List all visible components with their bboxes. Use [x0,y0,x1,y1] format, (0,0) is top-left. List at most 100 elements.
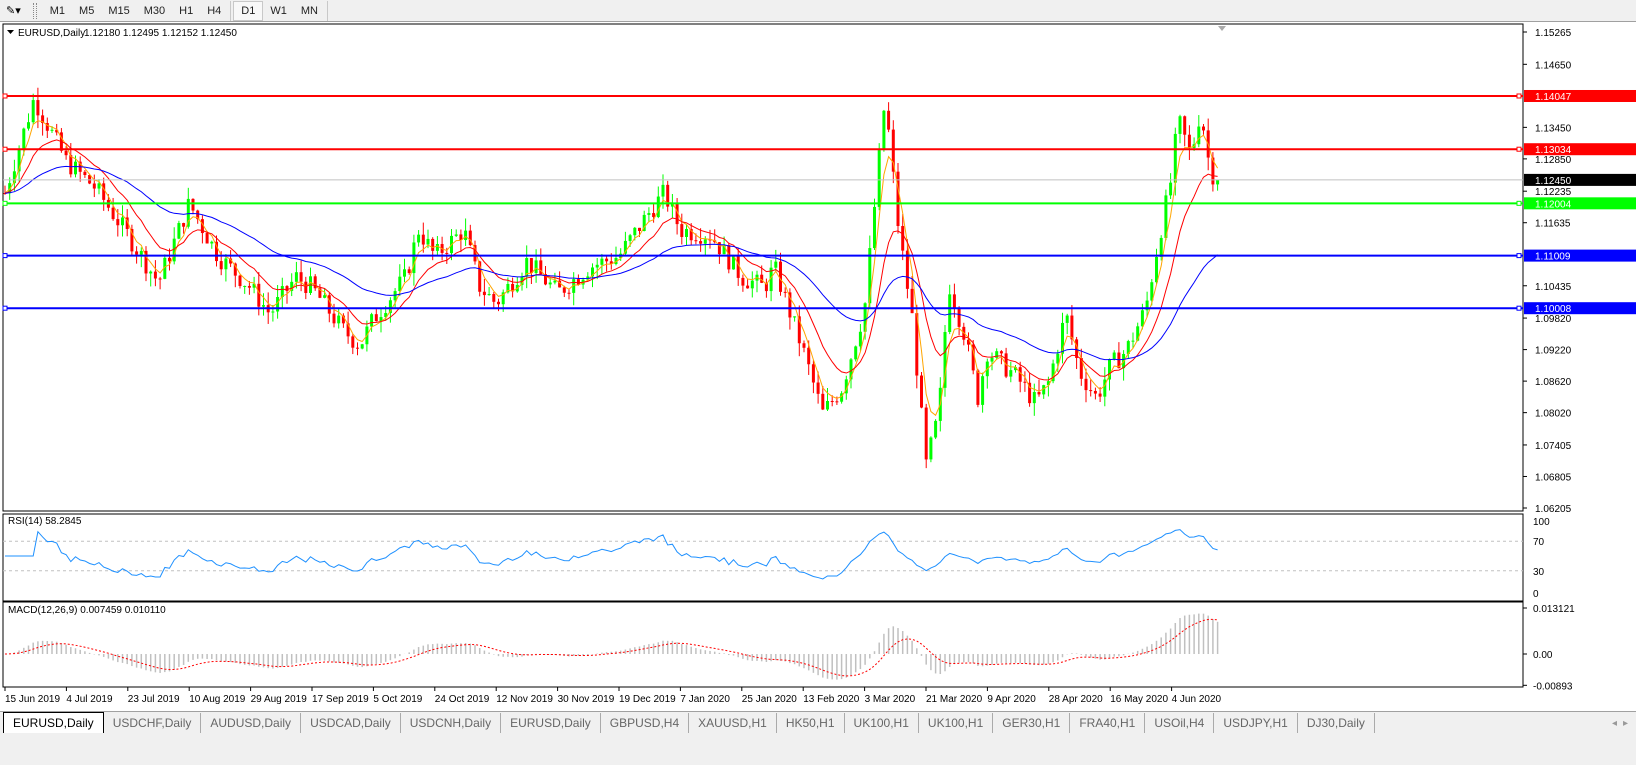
candle-body [412,242,416,274]
candle-body [816,382,820,394]
candle-body [262,305,265,307]
macd-tick-label: 0.00 [1533,650,1553,661]
chart-tab[interactable]: GER30,H1 [993,713,1071,733]
timeframe-m15[interactable]: M15 [108,4,130,17]
chart-tab[interactable]: GBPUSD,H4 [601,713,690,733]
scroll-left-icon[interactable]: ◂ [1611,717,1617,729]
line-handle[interactable] [2,305,8,311]
chart-tab[interactable]: EURUSD,Daily [501,713,601,733]
chart-tab[interactable]: UK100,H1 [919,713,994,733]
candle-body [811,364,815,383]
candle-body [370,314,374,327]
candle-body [638,227,641,231]
line-handle[interactable] [1516,93,1522,99]
candle-body [41,115,45,124]
line-handle[interactable] [2,253,8,259]
toolbar-grip[interactable] [32,2,37,19]
candle-body [699,241,703,244]
chart-tab[interactable]: FRA40,H1 [1070,713,1146,733]
timeframe-m5[interactable]: M5 [79,4,95,17]
timeframe-h1[interactable]: H1 [179,4,194,17]
candle-body [623,240,627,254]
candle-body [473,245,477,262]
candles [3,87,1220,469]
candle-body [661,184,665,197]
candle-body [431,238,435,251]
line-handle[interactable] [2,200,8,206]
candle-body [1023,381,1027,383]
chart-tab[interactable]: USDCHF,Daily [104,713,202,733]
candle-body [191,198,195,211]
chart-tab[interactable]: XAUUSD,H1 [689,713,777,733]
candle-body [257,283,261,307]
candle-body [609,261,613,264]
line-handle[interactable] [1516,146,1522,152]
date-tick-label: 16 May 2020 [1110,694,1168,705]
candle-body [741,277,745,286]
candle-body [299,272,303,282]
candle-body [882,110,886,151]
chart-tab[interactable]: HK50,H1 [777,713,845,733]
scroll-right-icon[interactable]: ▸ [1622,717,1628,729]
candle-body [163,257,167,279]
line-handle[interactable] [1516,200,1522,206]
candle-body [337,315,341,324]
chart-tab[interactable]: UK100,H1 [845,713,919,733]
candle-body [685,228,688,237]
price-tick-label: 1.15265 [1535,28,1572,39]
candle-body [1164,195,1168,238]
candle-body [233,263,237,276]
chart-tab[interactable]: USDCAD,Daily [301,713,401,733]
candle-body [1150,282,1154,301]
candle-body [1051,363,1055,382]
chart-tab[interactable]: EURUSD,Daily [3,712,104,733]
ma-fast-line [4,120,1219,417]
candle-body [1093,390,1097,394]
candle-body [294,272,298,282]
price-line-label: 1.10008 [1535,304,1572,315]
line-handle[interactable] [2,146,8,152]
candle-body [506,283,510,293]
line-tools-icon[interactable]: ✎▾ [6,5,21,17]
candle-body [727,245,731,270]
candle-body [600,258,604,265]
candle-body [313,276,317,289]
main-pane [2,23,1524,512]
rsi-tick-label: 30 [1533,567,1545,578]
candle-body [229,258,233,264]
current-price-badge [1524,173,1636,186]
shift-marker-icon[interactable] [1218,26,1226,31]
date-tick-label: 25 Jan 2020 [742,694,797,705]
candle-body [924,407,928,460]
timeframe-w1[interactable]: W1 [270,4,287,17]
line-handle[interactable] [2,93,8,99]
line-handle[interactable] [1516,253,1522,259]
candle-body [403,269,406,277]
chart-tab[interactable]: USDJPY,H1 [1214,713,1298,733]
timeframe-m30[interactable]: M30 [143,4,166,17]
chart-tab[interactable]: USDCNH,Daily [401,713,502,733]
timeframe-h4[interactable]: H4 [207,4,222,17]
rsi-pane [2,513,1524,602]
candle-body [398,276,402,292]
chart-tab[interactable]: DJ30,Daily [1298,713,1375,733]
candle-body [482,291,486,296]
timeframe-d1[interactable]: D1 [233,0,264,21]
chart-tab[interactable]: AUDUSD,Daily [201,713,302,733]
price-tick-label: 1.09220 [1535,346,1572,357]
price-tick-label: 1.08620 [1535,377,1572,388]
dropdown-icon[interactable] [7,30,14,34]
timeframe-m1[interactable]: M1 [49,4,66,17]
candle-body [379,317,383,322]
candle-body [351,336,355,348]
candle-body [562,287,566,293]
candle-body [670,203,674,207]
chart-tab[interactable]: USOil,H4 [1145,713,1215,733]
line-handle[interactable] [1516,305,1522,311]
price-tick-label: 1.14650 [1535,60,1572,71]
date-tick-label: 28 Apr 2020 [1049,694,1103,705]
timeframe-mn[interactable]: MN [300,4,318,17]
candle-body [341,315,345,324]
chart-header-symbol: EURUSD,Daily [18,28,85,39]
